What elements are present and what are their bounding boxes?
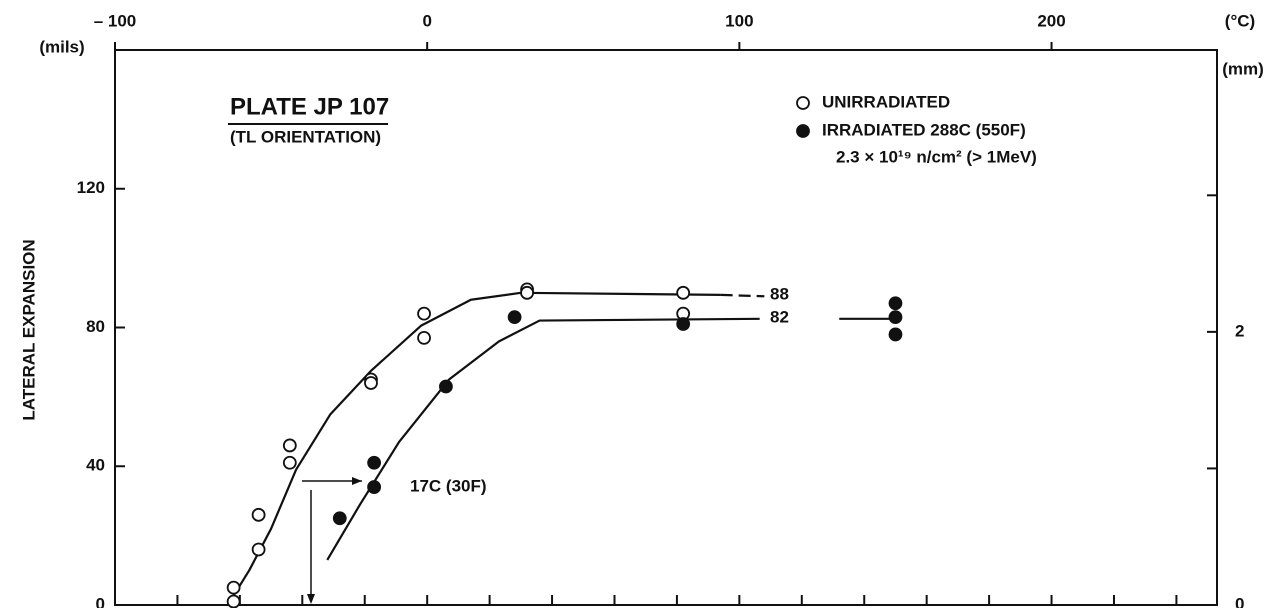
y-axis-label: LATERAL EXPANSION (19, 239, 38, 420)
chart-title: PLATE JP 107 (230, 93, 389, 120)
annotation: 88 (770, 284, 789, 303)
data-point (417, 331, 431, 345)
data-point (520, 285, 534, 300)
annotation: 17C (30F) (410, 476, 487, 495)
data-point (417, 306, 431, 321)
x-unit: (°C) (1225, 11, 1255, 30)
y2-unit: (mm) (1222, 59, 1264, 78)
data-point (282, 438, 297, 453)
y-tick-label: 0 (96, 594, 105, 608)
fit-curve (326, 317, 899, 561)
legend-marker (796, 96, 810, 110)
x-tick-label: 0 (422, 11, 431, 30)
annotation: 82 (770, 307, 789, 326)
data-point (226, 580, 241, 595)
fit-curve (720, 293, 765, 298)
data-point (251, 542, 266, 557)
legend-note: 2.3 × 10¹⁹ n/cm² (> 1MeV) (836, 147, 1037, 166)
y-tick-label: 120 (77, 178, 105, 197)
y2-tick-label: 0 (1235, 594, 1244, 608)
data-point (888, 310, 903, 324)
y-tick-label: 40 (86, 456, 105, 475)
data-point (332, 511, 347, 526)
legend-marker (796, 124, 810, 138)
data-point (226, 594, 241, 608)
x-tick-label: – 100 (94, 11, 137, 30)
data-point (282, 455, 297, 470)
fit-curve (231, 291, 721, 599)
data-point (676, 317, 691, 331)
data-point (439, 379, 453, 394)
y-tick-label: 80 (86, 317, 105, 336)
data-point (251, 507, 266, 522)
legend-label: UNIRRADIATED (822, 92, 950, 111)
data-point (676, 285, 691, 300)
arrow-head (352, 477, 362, 485)
y2-tick-label: 2 (1235, 321, 1244, 340)
data-point (507, 310, 522, 324)
arrow-head (307, 594, 315, 604)
data-point (888, 296, 903, 311)
data-point (367, 455, 382, 470)
x-tick-label: 100 (725, 11, 753, 30)
data-point (888, 327, 903, 342)
y-unit: (mils) (39, 37, 84, 56)
data-point (364, 376, 378, 390)
legend-label: IRRADIATED 288C (550F) (822, 120, 1026, 139)
data-point (367, 480, 382, 494)
chart-subtitle: (TL ORIENTATION) (230, 127, 381, 146)
x-tick-label: 200 (1037, 11, 1065, 30)
